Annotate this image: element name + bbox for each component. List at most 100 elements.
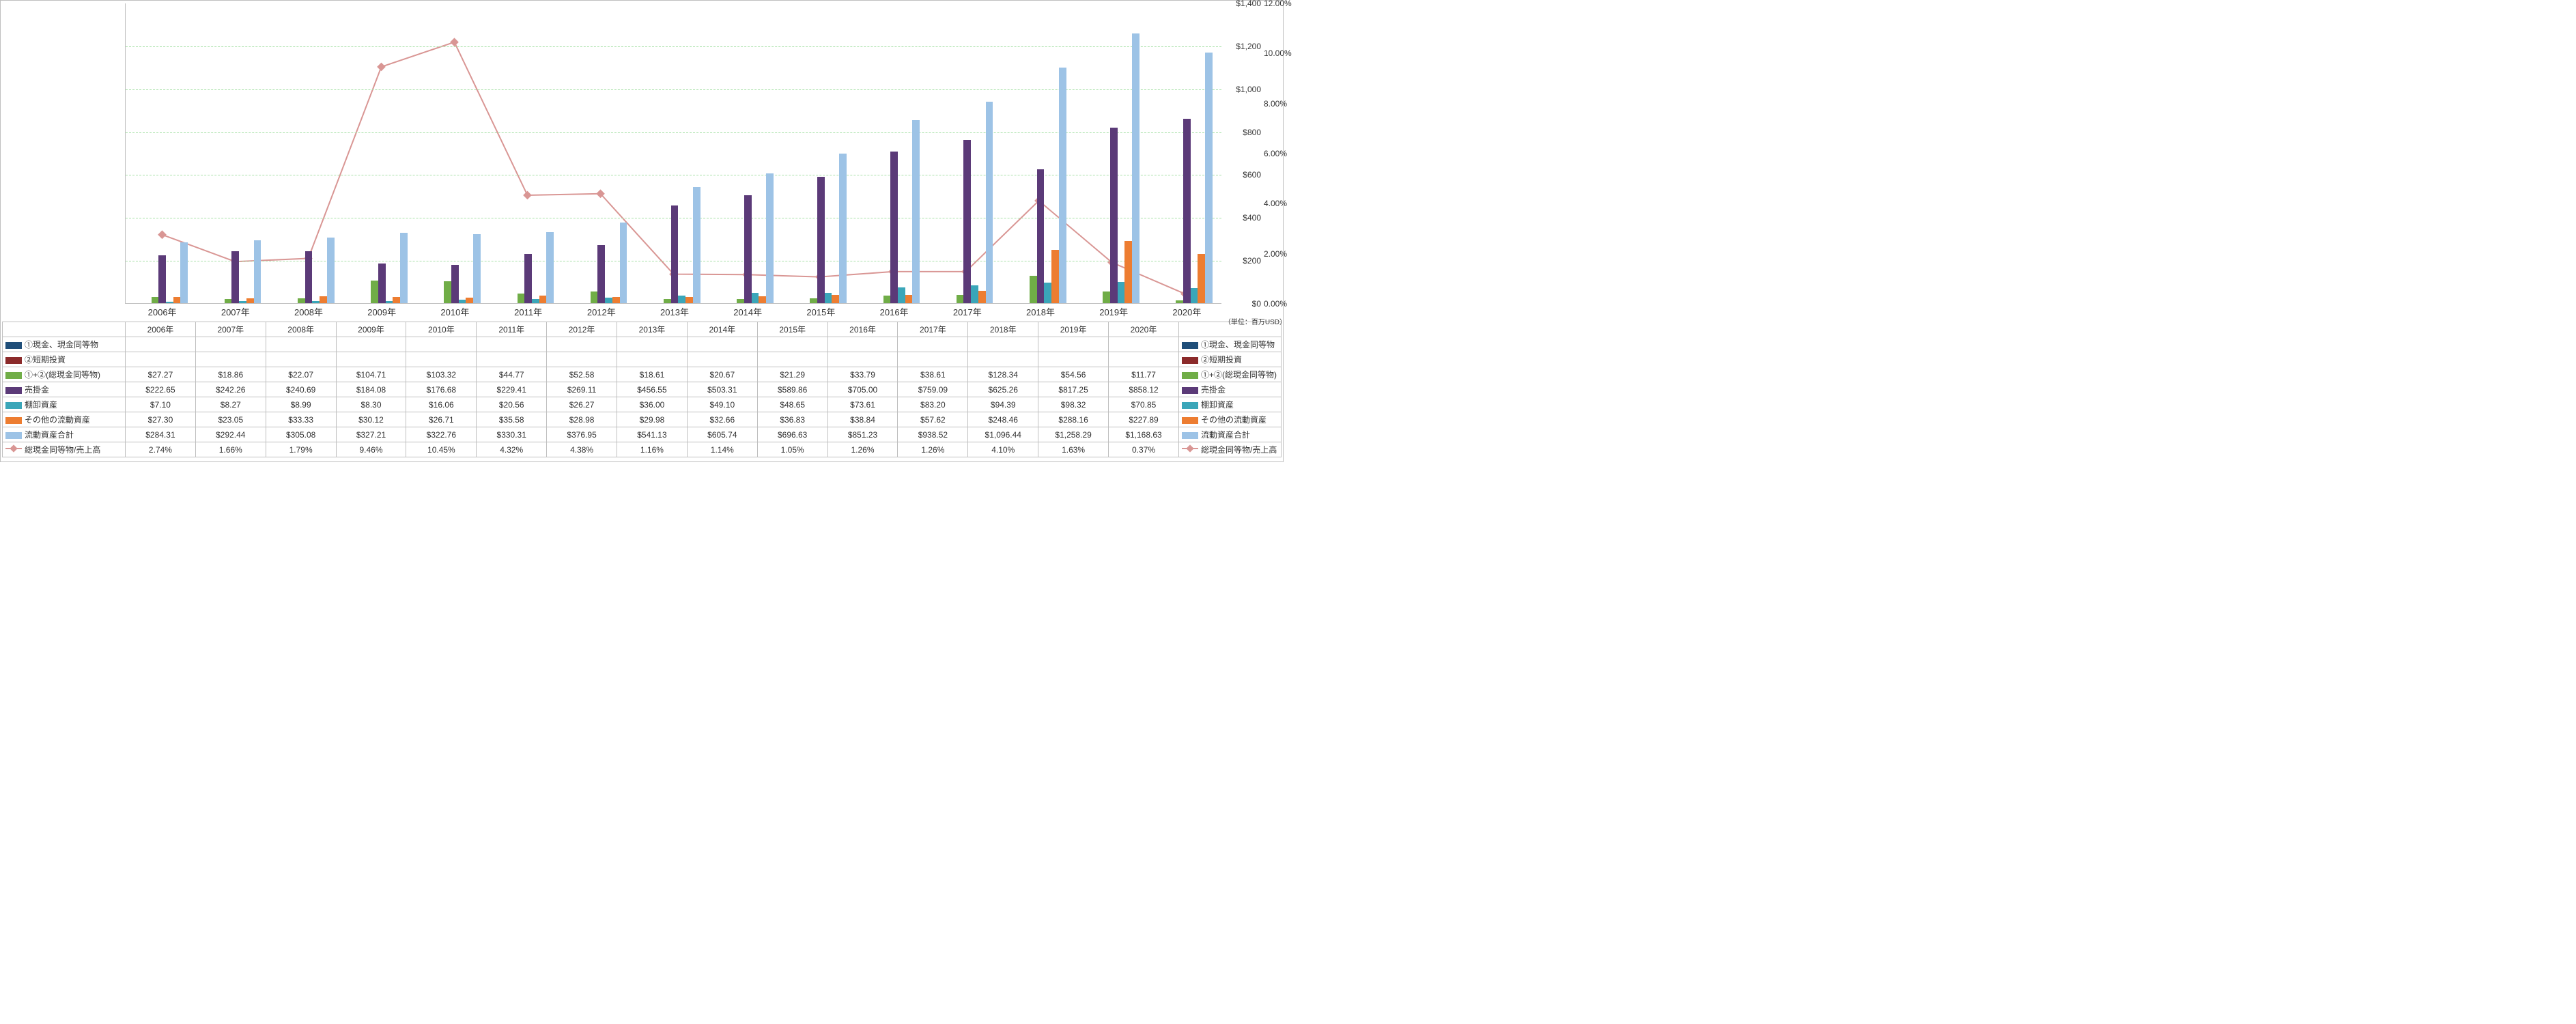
table-cell <box>827 337 898 352</box>
table-cell <box>898 337 968 352</box>
bar-s5 <box>1118 282 1125 303</box>
bar-s5 <box>898 287 905 303</box>
table-cell: $176.68 <box>406 382 477 397</box>
table-cell <box>617 337 688 352</box>
table-row: ①現金、現金同等物①現金、現金同等物 <box>3 337 1282 352</box>
table-col-header: 2011年 <box>477 322 547 337</box>
table-cell: $240.69 <box>266 382 336 397</box>
table-cell: $38.84 <box>827 412 898 427</box>
table-cell: $376.95 <box>547 427 617 442</box>
table-cell <box>195 352 266 367</box>
bar-s3 <box>664 299 671 303</box>
x-category: 2018年 <box>1026 305 1055 318</box>
row-header-label: 売掛金 <box>25 385 49 395</box>
table-cell: $27.30 <box>126 412 196 427</box>
row-header-label: 総現金同等物/売上高 <box>25 445 100 455</box>
table-col-header: 2010年 <box>406 322 477 337</box>
bar-s7 <box>473 234 481 303</box>
table-cell: 1.63% <box>1038 442 1109 457</box>
bar-s5 <box>752 293 759 303</box>
legend-label: 流動資産合計 <box>1201 430 1250 440</box>
bar-s5 <box>312 301 320 303</box>
x-category: 2012年 <box>587 305 616 318</box>
table-cell: $26.27 <box>547 397 617 412</box>
table-cell <box>406 337 477 352</box>
y1-tick: $600 <box>1224 170 1261 180</box>
bar-s5 <box>825 293 832 303</box>
table-cell: 9.46% <box>336 442 406 457</box>
y2-tick: 8.00% <box>1264 99 1298 109</box>
table-cell <box>547 337 617 352</box>
table-cell: $35.58 <box>477 412 547 427</box>
bar-s7 <box>620 223 627 303</box>
table-cell <box>968 337 1038 352</box>
table-cell <box>477 352 547 367</box>
table-cell <box>336 352 406 367</box>
table-cell: 10.45% <box>406 442 477 457</box>
bar-s7 <box>180 242 188 303</box>
table-cell: $20.56 <box>477 397 547 412</box>
table-cell <box>898 352 968 367</box>
table-col-header: 2006年 <box>126 322 196 337</box>
table-cell: $8.30 <box>336 397 406 412</box>
table-col-header: 2009年 <box>336 322 406 337</box>
y1-tick: $400 <box>1224 213 1261 223</box>
bar-s3 <box>591 291 598 303</box>
table-row: ②短期投資②短期投資 <box>3 352 1282 367</box>
table-cell <box>687 352 757 367</box>
bar-s3 <box>957 295 964 303</box>
table-cell: 1.05% <box>757 442 827 457</box>
table-cell <box>547 352 617 367</box>
table-cell: $1,258.29 <box>1038 427 1109 442</box>
bar-s7 <box>1059 68 1066 303</box>
table-cell: $1,096.44 <box>968 427 1038 442</box>
bar-s4 <box>890 152 898 303</box>
table-cell: $589.86 <box>757 382 827 397</box>
bar-s5 <box>1191 288 1198 303</box>
x-category: 2008年 <box>294 305 323 318</box>
bar-s4 <box>231 251 239 303</box>
table-cell: $456.55 <box>617 382 688 397</box>
table-cell: $52.58 <box>547 367 617 382</box>
table-cell <box>1038 352 1109 367</box>
bar-s3 <box>152 297 159 303</box>
table-cell <box>477 337 547 352</box>
bar-s7 <box>912 120 920 303</box>
bar-s6 <box>905 295 913 303</box>
bar-s3 <box>444 281 451 303</box>
data-table: 2006年2007年2008年2009年2010年2011年2012年2013年… <box>2 322 1282 457</box>
table-cell: $851.23 <box>827 427 898 442</box>
bar-s6 <box>246 298 254 303</box>
table-col-header: 2018年 <box>968 322 1038 337</box>
table-cell: $322.76 <box>406 427 477 442</box>
row-header-label: その他の流動資産 <box>25 415 90 425</box>
bar-s6 <box>393 297 400 303</box>
y1-tick: $800 <box>1224 128 1261 137</box>
table-cell: $817.25 <box>1038 382 1109 397</box>
legend-label: ①現金、現金同等物 <box>1201 340 1275 350</box>
y2-tick: 12.00% <box>1264 0 1298 8</box>
table-cell: $248.46 <box>968 412 1038 427</box>
table-col-header: 2008年 <box>266 322 336 337</box>
y2-tick: 4.00% <box>1264 199 1298 208</box>
table-cell <box>126 337 196 352</box>
bar-s6 <box>612 297 620 303</box>
y1-tick: $200 <box>1224 256 1261 266</box>
table-cell: $327.21 <box>336 427 406 442</box>
table-col-header: 2012年 <box>547 322 617 337</box>
table-col-header: 2020年 <box>1109 322 1179 337</box>
table-cell: $242.26 <box>195 382 266 397</box>
bar-s6 <box>832 295 839 303</box>
bar-s4 <box>817 177 825 303</box>
bar-s5 <box>605 298 612 303</box>
x-category: 2019年 <box>1099 305 1128 318</box>
row-header-label: ①+②(総現金同等物) <box>25 370 100 380</box>
table-cell: $27.27 <box>126 367 196 382</box>
x-category: 2009年 <box>367 305 396 318</box>
table-cell <box>968 352 1038 367</box>
table-cell: $36.83 <box>757 412 827 427</box>
table-cell: 1.79% <box>266 442 336 457</box>
table-cell: $625.26 <box>968 382 1038 397</box>
bar-s7 <box>254 240 261 303</box>
bar-s7 <box>1132 33 1140 303</box>
